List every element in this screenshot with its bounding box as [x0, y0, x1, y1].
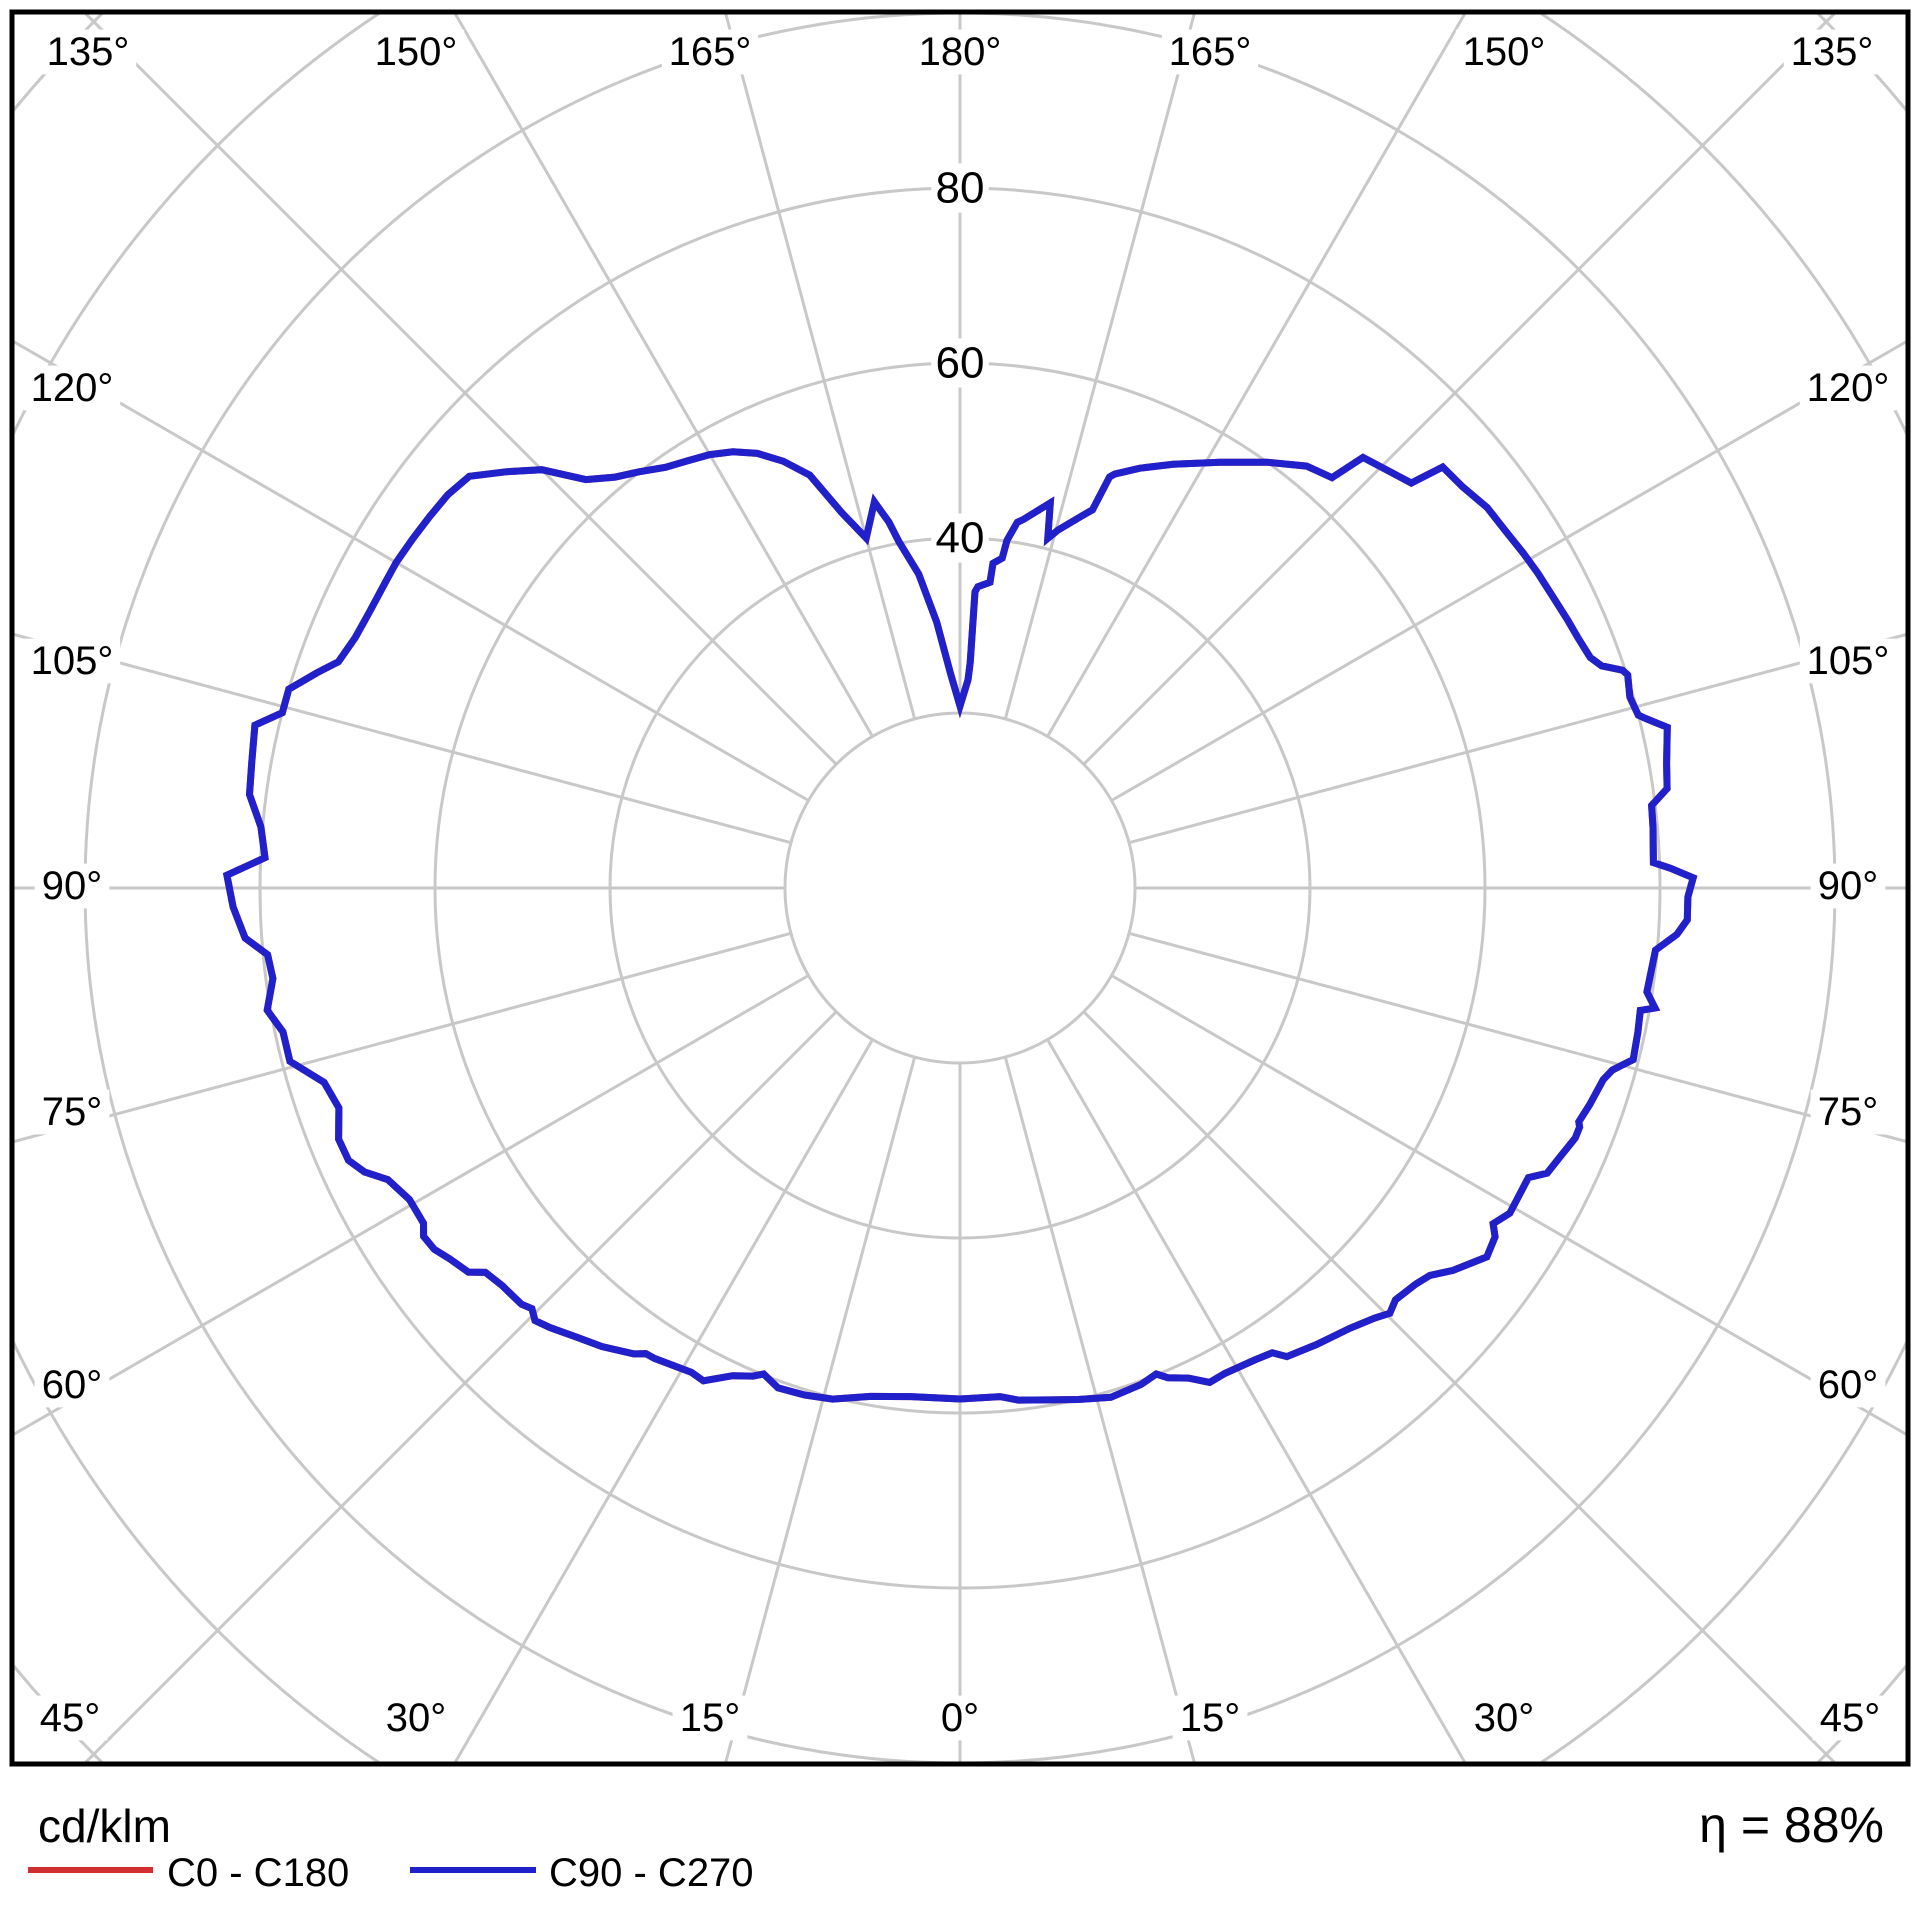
grid-spoke — [12, 974, 810, 1438]
angle-label: 105° — [1807, 639, 1890, 683]
grid-spoke — [1082, 1010, 1839, 1764]
angle-label: 120° — [31, 366, 114, 410]
grid-spoke — [1046, 12, 1468, 738]
angle-label-bg — [39, 29, 137, 75]
grid-spoke — [723, 12, 917, 720]
angle-label-bg — [378, 1695, 454, 1741]
angle-label: 90° — [1818, 864, 1879, 908]
angle-label: 150° — [1463, 30, 1546, 74]
grid-spoke — [452, 1038, 874, 1764]
angle-label: 75° — [42, 1090, 103, 1134]
angle-label-bg — [672, 1695, 748, 1741]
legend-label-c0: C0 - C180 — [167, 1851, 349, 1895]
angle-label-bg — [1799, 638, 1897, 684]
grid-spoke — [12, 632, 792, 845]
grid-spoke — [81, 1010, 838, 1764]
legend-label-c90: C90 - C270 — [549, 1851, 754, 1895]
angle-label: 120° — [1807, 366, 1890, 410]
curves — [222, 448, 1698, 1404]
angle-label-bg — [911, 29, 1009, 75]
angle-label-bg — [34, 1089, 110, 1135]
angle-label-bg — [32, 1695, 108, 1741]
grid-spoke — [1110, 974, 1908, 1438]
angle-label-bg — [1466, 1695, 1542, 1741]
angle-label: 15° — [680, 1696, 741, 1740]
grid-spoke — [1003, 12, 1197, 720]
angle-label: 45° — [1820, 1696, 1881, 1740]
angle-label-bg — [34, 863, 110, 909]
angle-label: 60° — [1818, 1363, 1879, 1407]
angle-label: 135° — [1791, 30, 1874, 74]
angle-label: 135° — [47, 30, 130, 74]
angle-label-bg — [1810, 1089, 1886, 1135]
angle-label-bg — [34, 1362, 110, 1408]
grid-spoke — [1110, 338, 1908, 802]
angle-label: 30° — [386, 1696, 447, 1740]
angle-label: 45° — [40, 1696, 101, 1740]
radial-value-label-bg — [931, 338, 989, 388]
unit-label: cd/klm — [38, 1800, 171, 1852]
angle-label: 105° — [31, 639, 114, 683]
angle-label: 15° — [1180, 1696, 1241, 1740]
axis-labels: 135° 150° 165° 180° 165° 150° 135° 120° 105° 90° 7… — [23, 29, 1897, 1741]
angle-label-bg — [1812, 1695, 1888, 1741]
angle-label-bg — [933, 1695, 987, 1741]
angle-label: 180° — [919, 30, 1002, 74]
radial-value-label: 80 — [936, 164, 985, 213]
radial-value-label: 40 — [936, 514, 985, 563]
curve-c90-c270 — [222, 448, 1698, 1404]
angle-label: 165° — [669, 30, 752, 74]
angle-label-bg — [661, 29, 759, 75]
angle-label-bg — [367, 29, 465, 75]
angle-label: 0° — [941, 1696, 979, 1740]
plot-frame — [9, 9, 1911, 1767]
angle-label-bg — [1172, 1695, 1248, 1741]
grid-spoke — [1128, 632, 1908, 845]
efficiency-label: η = 88% — [1699, 1797, 1884, 1853]
angle-label-bg — [23, 365, 121, 411]
grid-spoke — [1128, 931, 1908, 1144]
angle-label: 30° — [1474, 1696, 1535, 1740]
grid-spoke — [12, 931, 792, 1144]
angle-label-bg — [1783, 29, 1881, 75]
angle-label: 165° — [1169, 30, 1252, 74]
grid-spoke — [1082, 12, 1839, 766]
angle-label: 150° — [375, 30, 458, 74]
angle-label-bg — [1810, 863, 1886, 909]
grid-spoke — [1046, 1038, 1468, 1764]
angle-label-bg — [1799, 365, 1897, 411]
angle-label-bg — [1161, 29, 1259, 75]
grid-spoke — [452, 12, 874, 738]
radial-value-label: 60 — [936, 339, 985, 388]
angle-label-bg — [1810, 1362, 1886, 1408]
angle-label: 90° — [42, 864, 103, 908]
grid-spoke — [81, 12, 838, 766]
legend: cd/klm C0 - C180 C90 - C270 η = 88% — [28, 1797, 1884, 1895]
angle-label-bg — [23, 638, 121, 684]
angle-label-bg — [1455, 29, 1553, 75]
radial-value-label-bg — [931, 163, 989, 213]
angle-label: 60° — [42, 1363, 103, 1407]
radial-value-label-bg — [931, 513, 989, 563]
grid-spoke — [12, 338, 810, 802]
angle-label: 75° — [1818, 1090, 1879, 1134]
